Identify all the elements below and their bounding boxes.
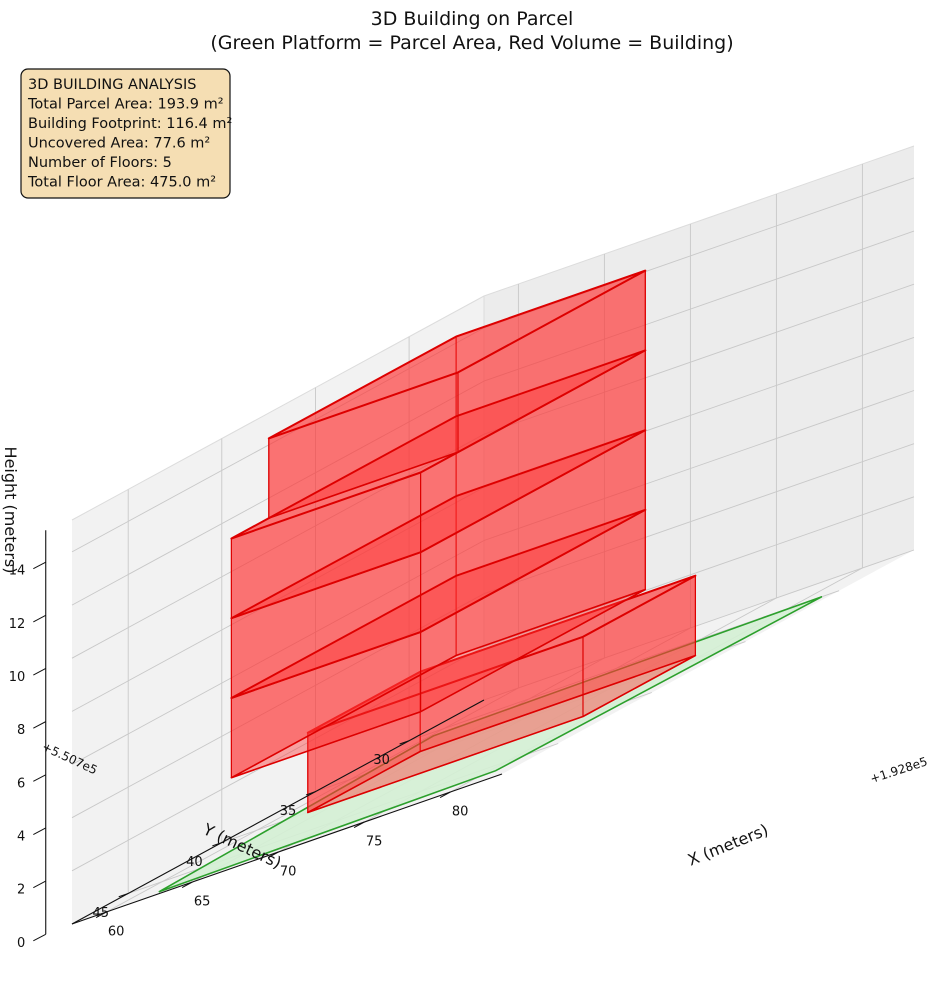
x-tick-label: 65 bbox=[194, 895, 211, 910]
info-total-floor-area: Total Floor Area: 475.0 m² bbox=[27, 175, 216, 191]
x-axis-label: X (meters) bbox=[685, 820, 771, 869]
y-axis-line bbox=[71, 699, 485, 925]
info-box-background bbox=[20, 68, 231, 199]
chart-title: 3D Building on Parcel bbox=[371, 8, 574, 30]
x-tick-mark bbox=[439, 791, 451, 799]
info-number-of-floors: Number of Floors: 5 bbox=[28, 155, 172, 171]
z-tick-mark bbox=[33, 561, 46, 570]
y-tick-label: 45 bbox=[92, 906, 109, 921]
z-tick-mark bbox=[33, 933, 46, 942]
z-tick-mark bbox=[33, 668, 46, 676]
info-uncovered-area: Uncovered Area: 77.6 m² bbox=[28, 136, 210, 152]
z-axis-label: Height (meters) bbox=[1, 447, 20, 574]
y-tick-label: 40 bbox=[186, 855, 203, 870]
x-tick-mark bbox=[181, 881, 193, 889]
floor-bottom-outline bbox=[230, 508, 647, 699]
x-tick-mark bbox=[267, 851, 279, 859]
x-tick-mark bbox=[353, 821, 365, 829]
floor-top-face bbox=[267, 269, 647, 440]
x-axis-line bbox=[71, 773, 503, 925]
y-tick-mark bbox=[305, 791, 316, 796]
tick-labels: 60 65 70 75 80 30 35 40 45 0 2 4 6 8 10 12 14 bbox=[9, 564, 469, 951]
x-offset-label: +1.928e5 bbox=[868, 754, 929, 786]
z-tick-label: 6 bbox=[17, 776, 25, 791]
floor-bottom-outline bbox=[230, 588, 647, 779]
z-tick-label: 12 bbox=[9, 617, 26, 632]
z-tick-label: 8 bbox=[17, 723, 25, 738]
info-box: 3D BUILDING ANALYSIS Total Parcel Area: … bbox=[20, 68, 232, 199]
right-back-pane bbox=[484, 146, 914, 700]
z-gridline bbox=[71, 390, 915, 765]
floor-bottom-outline bbox=[267, 349, 647, 519]
left-back-pane bbox=[72, 296, 484, 924]
building-volume bbox=[230, 269, 697, 814]
y-tick-label: 30 bbox=[373, 753, 390, 768]
axes-lines bbox=[33, 530, 503, 942]
z-gridline bbox=[71, 283, 915, 659]
z-gridline bbox=[71, 443, 915, 819]
x-tick-label: 60 bbox=[108, 925, 125, 940]
z-gridline bbox=[71, 496, 915, 872]
z-tick-label: 2 bbox=[17, 883, 25, 898]
floor-bottom-outline bbox=[230, 429, 647, 620]
x-tick-label: 75 bbox=[366, 835, 383, 850]
z-tick-label: 10 bbox=[9, 670, 26, 685]
info-box-title: 3D BUILDING ANALYSIS bbox=[28, 77, 196, 93]
z-tick-mark bbox=[33, 880, 46, 889]
x-tick-mark bbox=[95, 911, 107, 919]
chart-subtitle: (Green Platform = Parcel Area, Red Volum… bbox=[210, 32, 733, 54]
y-tick-mark bbox=[118, 892, 129, 898]
x-tick-label: 70 bbox=[280, 865, 297, 880]
y-tick-mark bbox=[399, 740, 410, 745]
z-tick-label: 0 bbox=[17, 936, 25, 951]
info-building-footprint: Building Footprint: 116.4 m² bbox=[28, 116, 232, 132]
z-tick-mark bbox=[33, 774, 46, 782]
z-tick-mark bbox=[33, 614, 46, 623]
y-tick-label: 35 bbox=[280, 804, 297, 819]
info-total-parcel-area: Total Parcel Area: 193.9 m² bbox=[27, 97, 224, 113]
parcel-polygon bbox=[158, 595, 823, 893]
z-tick-mark bbox=[33, 721, 46, 729]
z-tick-label: 4 bbox=[17, 830, 25, 845]
x-tick-label: 80 bbox=[452, 805, 469, 820]
floor-bottom-outline bbox=[306, 654, 697, 814]
y-tick-mark bbox=[212, 842, 222, 847]
parcel-platform bbox=[158, 595, 823, 893]
z-gridline bbox=[71, 230, 915, 606]
z-tick-mark bbox=[33, 827, 46, 835]
z-tick-label: 14 bbox=[9, 564, 26, 579]
